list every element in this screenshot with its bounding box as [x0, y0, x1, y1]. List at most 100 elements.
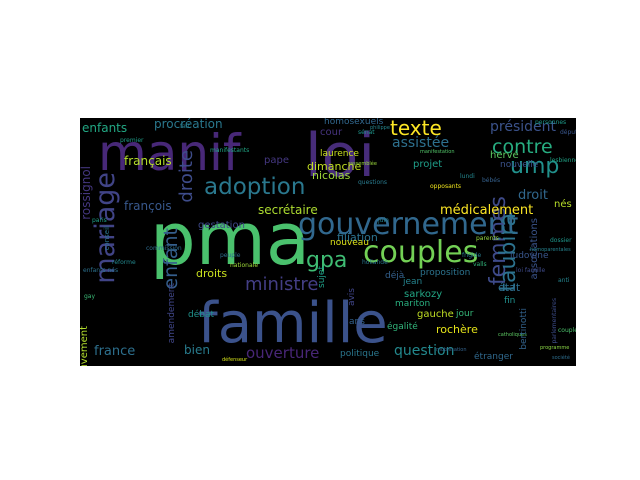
word-bébés: bébés — [482, 177, 501, 184]
word-manifestants: manifestants — [210, 147, 250, 154]
word-premier: premier — [120, 137, 144, 144]
word-hollande: hollande — [362, 259, 388, 266]
word-ministre: ministre — [245, 274, 319, 295]
word-homoparentales: homoparentales — [530, 247, 571, 253]
word-pape: pape — [264, 155, 289, 166]
word-sarkozy: sarkozy — [404, 289, 443, 300]
word-ouverture: ouverture — [246, 344, 320, 362]
word-programme: programme — [540, 345, 570, 351]
word-politique: politique — [340, 349, 380, 359]
word-défenseur: défenseur — [222, 357, 248, 363]
word-frigide: frigide — [462, 252, 482, 259]
word-parlementaires: parlementaires — [551, 298, 558, 344]
word-dossier: dossier — [550, 237, 572, 244]
word-gestation: gestation — [198, 220, 245, 231]
word-pma: pma — [150, 197, 310, 281]
word-françois: françois — [124, 199, 172, 213]
word-couples: couples — [363, 235, 479, 270]
word-lesbiennes: lesbiennes — [550, 157, 576, 164]
word-avis: avis — [347, 288, 357, 307]
word-assemblée: assemblée — [350, 161, 377, 167]
word-personnes: personnes — [535, 119, 567, 126]
word-médicalement: médicalement — [440, 203, 534, 218]
word-contre: contre — [492, 136, 553, 158]
word-couple: couple — [558, 327, 576, 334]
word-filiation: filiation — [337, 231, 378, 244]
word-nouveau: nouveau — [330, 238, 369, 248]
word-laurence: laurence — [320, 149, 359, 159]
word-projet: projet — [413, 159, 443, 170]
word-nés: nés — [554, 199, 572, 210]
word-sujet: sujet — [317, 266, 327, 288]
word-philippe: philippe — [370, 125, 390, 131]
word-gay: gay — [84, 293, 96, 300]
word-ump: ump — [510, 154, 560, 179]
word-état: état — [498, 281, 521, 294]
word-nouvelle: nouvelle — [500, 160, 539, 170]
word-égalité: égalité — [387, 322, 418, 332]
word-homosexuels: homosexuels — [324, 118, 384, 127]
word-loi-famille: loi famille — [516, 267, 546, 274]
word-fin: fin — [504, 296, 516, 306]
word-société: société — [552, 355, 570, 361]
word-proposition: proposition — [420, 268, 471, 278]
word-manif: manif — [98, 124, 241, 182]
word-dimanche: dimanche — [307, 160, 362, 173]
word-rochère: rochère — [436, 323, 478, 336]
word-adoption: adoption — [204, 174, 306, 200]
word-texte: texte — [390, 118, 442, 140]
word-nationale: nationale — [230, 262, 259, 269]
word-valls: valls — [473, 261, 487, 268]
word-jour: jour — [456, 309, 474, 319]
word-réforme: réforme — [112, 259, 136, 266]
word-anti: anti — [558, 277, 570, 284]
word-enfant: enfant — [160, 228, 182, 290]
word-commission: commission — [146, 245, 182, 252]
word-débat: débat — [188, 310, 215, 320]
word-mobilisation: mobilisation — [436, 347, 467, 353]
word-catholiques: catholiques — [498, 332, 527, 338]
word-questions: questions — [358, 179, 388, 186]
word-france: france — [94, 344, 136, 359]
word-parents: parents — [476, 235, 499, 242]
word-famille: famille — [198, 291, 388, 356]
word-peuple: peuple — [220, 252, 241, 259]
word-ans: ans — [349, 317, 365, 327]
word-nicolas: nicolas — [312, 169, 351, 182]
word-rossignol: rossignol — [80, 166, 93, 220]
word-français: français — [124, 154, 172, 168]
word-lundi: lundi — [460, 173, 475, 180]
word-droits: droits — [196, 267, 228, 280]
word-enfants-nés: enfants nés — [83, 267, 119, 274]
word-gpa: gpa — [306, 248, 348, 273]
word-président: président — [490, 119, 556, 135]
word-gouvernement: gouvernement — [298, 207, 519, 242]
word-manifestation: manifestation — [420, 149, 455, 155]
word-conseil: conseil — [103, 226, 111, 251]
word-loi: loi — [305, 121, 376, 191]
word-juin: juin — [378, 217, 389, 224]
word-déjà: déjà — [385, 271, 405, 281]
word-droit: droit — [518, 188, 548, 203]
word-mouvement: mouvement — [80, 326, 90, 366]
word-gauche: gauche — [417, 309, 454, 320]
word-député: député — [560, 129, 576, 136]
word-enfants: enfants — [82, 121, 128, 135]
word-bien: bien — [184, 343, 210, 357]
word-secrétaire: secrétaire — [258, 203, 318, 217]
word-cour: cour — [320, 127, 343, 138]
word-paris: paris — [92, 217, 107, 224]
word-jean: jean — [403, 277, 423, 287]
word-amendement: amendement — [167, 283, 177, 344]
word-hervé: hervé — [490, 150, 519, 161]
word-droite: droite — [176, 150, 197, 203]
word-fait: fait — [180, 123, 190, 130]
word-question: question — [394, 343, 455, 359]
word-mariton: mariton — [395, 299, 431, 309]
word-cloud: famille manif pma loi gouvernement couples mar… — [80, 118, 576, 366]
word-étranger: étranger — [474, 352, 513, 362]
word-ludovine: ludovine — [510, 251, 549, 261]
word-assistée: assistée — [392, 135, 450, 151]
word-procréation: procréation — [154, 118, 223, 131]
word-opposants: opposants — [430, 183, 462, 190]
